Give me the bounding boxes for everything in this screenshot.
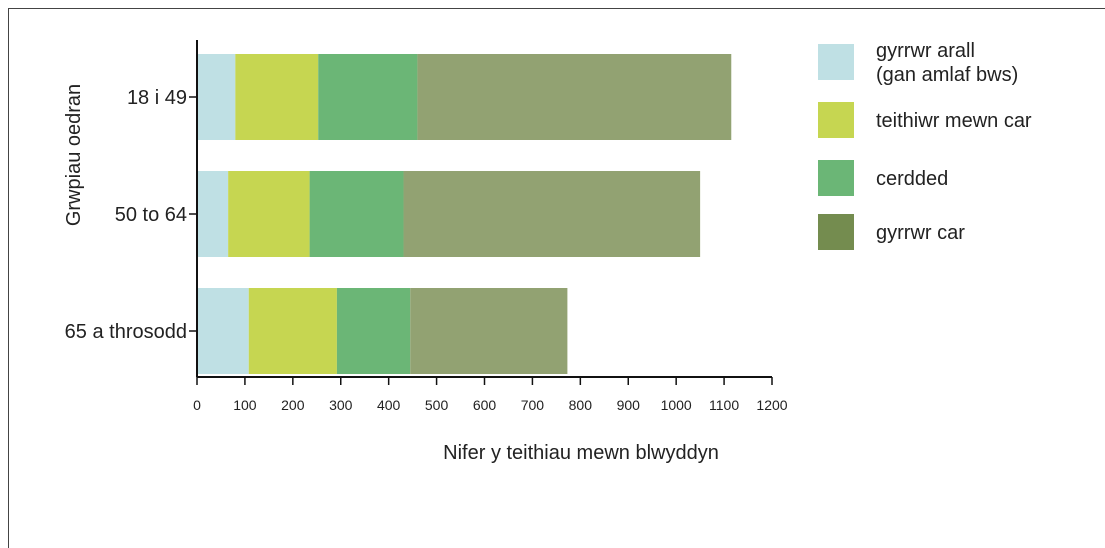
legend-swatch [818,44,854,80]
bar-segment [197,288,249,374]
x-tick-label: 500 [425,397,449,413]
legend: gyrrwr arall(gan amlaf bws) teithiwr mewn… [818,40,1032,250]
x-axis-title: Nifer y teithiau mewn blwyddyn [443,442,719,464]
category-label: 18 i 49 [127,87,187,109]
x-tick-label: 1200 [756,397,787,413]
axes-group [189,40,773,385]
legend-label: gyrrwr arall [876,40,975,62]
bar-segment [410,288,568,374]
y-axis-title: Grwpiau oedran [63,84,85,226]
x-tick-label: 700 [521,397,545,413]
x-tick-label: 400 [377,397,401,413]
bar-segment [309,171,404,257]
stacked-bar-chart: 0 100 200 300 400 500 600 700 800 900 1000 1100 1200… [63,40,1032,464]
legend-swatch [818,160,854,196]
x-tick-label: 300 [329,397,353,413]
x-tick-label: 0 [193,397,201,413]
x-tick-label: 900 [617,397,641,413]
legend-label: teithiwr mewn car [876,110,1032,132]
legend-swatch [818,214,854,250]
category-label: 50 to 64 [115,204,187,226]
legend-swatch [818,102,854,138]
bar-segment [336,288,411,374]
bar-segment [318,54,418,140]
bar-segment [197,171,229,257]
x-tick-label: 200 [281,397,305,413]
x-tick-label: 800 [569,397,593,413]
labels-group: 0 100 200 300 400 500 600 700 800 900 1000 1100 1200… [65,87,788,413]
bar-segment [228,171,310,257]
bars-group [197,54,732,374]
legend-label: gyrrwr car [876,222,965,244]
bar-segment [235,54,319,140]
legend-label: cerdded [876,168,948,190]
legend-label: (gan amlaf bws) [876,64,1018,86]
x-tick-label: 1100 [709,397,739,413]
chart-frame [8,8,1105,548]
bar-segment [403,171,701,257]
bar-segment [417,54,732,140]
x-tick-label: 600 [473,397,497,413]
bar-segment [197,54,236,140]
x-tick-label: 100 [233,397,257,413]
category-label: 65 a throsodd [65,321,187,343]
bar-segment [248,288,337,374]
x-tick-label: 1000 [661,397,692,413]
